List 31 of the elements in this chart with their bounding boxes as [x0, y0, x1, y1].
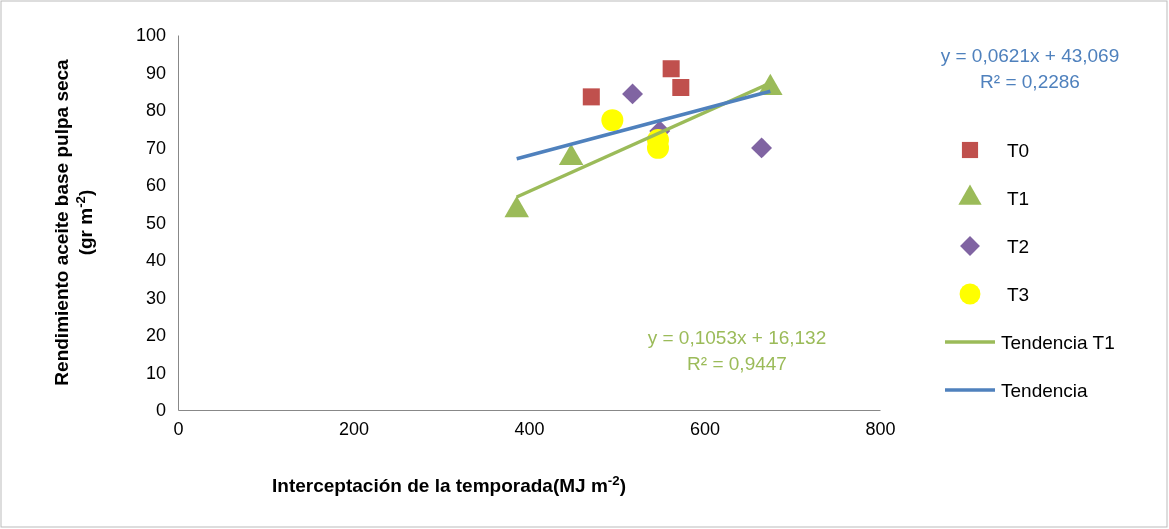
y-tick-label: 40: [145, 250, 166, 271]
x-tick-label: 200: [338, 418, 370, 439]
point: [622, 83, 644, 105]
y-tick-label: 90: [145, 62, 166, 83]
legend-label: T2: [1007, 236, 1030, 257]
point: [601, 109, 624, 132]
legend-label: T3: [1007, 284, 1030, 305]
point: [751, 137, 773, 159]
y-tick-label: 50: [145, 212, 166, 233]
x-tick-label: 600: [689, 418, 721, 439]
text: y = 0,0621x + 43,069 R² = 0,2286: [940, 45, 1120, 92]
y-tick-label: 70: [145, 137, 166, 158]
x-tick-label: 400: [514, 418, 545, 439]
annotation: y = 0,1053x + 16,132 R² = 0,9447: [647, 327, 827, 374]
point: [582, 88, 600, 106]
point: [672, 78, 690, 97]
legend-label: Tendencia T1: [1001, 332, 1115, 353]
legend-label: Tendencia: [1001, 380, 1089, 401]
y-tick-label: 80: [145, 100, 166, 121]
point: [662, 60, 680, 78]
y-tick-label: 10: [145, 362, 166, 383]
legend-label: T0: [1007, 140, 1030, 161]
y-tick-label: 30: [145, 287, 166, 308]
y-tick-label: 60: [145, 175, 166, 196]
y-tick-label: 20: [145, 325, 166, 346]
legend-label: T1: [1007, 188, 1030, 209]
x-tick-label: 800: [865, 418, 896, 439]
y-tick-label: 0: [155, 400, 166, 421]
x-tick-label: 0: [173, 418, 184, 439]
x-axis-title: Interceptación de la temporada(MJ m$^{-2}$): [272, 472, 626, 496]
y-tick-label: 100: [135, 25, 166, 46]
